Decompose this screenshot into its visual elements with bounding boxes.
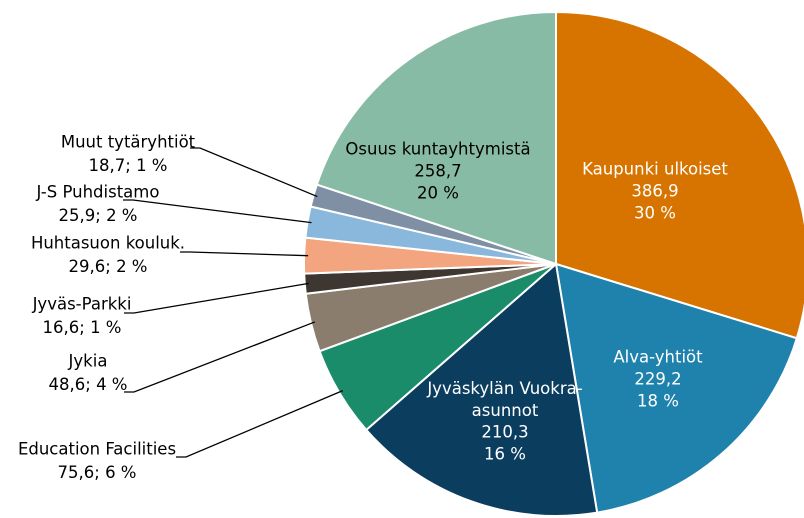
leader-line: [124, 321, 316, 393]
percent: 6 %: [105, 463, 136, 482]
value: 48,6: [49, 375, 86, 394]
separator: ;: [85, 375, 96, 394]
slice-label: Huhtasuon kouluk.: [31, 234, 185, 253]
separator: ;: [95, 206, 106, 225]
separator: ;: [125, 156, 136, 175]
pie-slice: [315, 10, 557, 266]
separator: ;: [105, 257, 116, 276]
label-line: asunnot: [472, 401, 539, 420]
slice-label: Education Facilities: [18, 440, 176, 459]
label-line: Jyväskylän Vuokra-: [426, 379, 582, 398]
value-label: 18,7; 1 %: [89, 156, 168, 175]
slice-label: Kaupunki ulkoiset: [582, 160, 728, 179]
value: 29,6: [69, 257, 106, 276]
value-label: 16,6; 1 %: [43, 318, 122, 337]
percent: 1 %: [136, 156, 167, 175]
slice-label: Muut tytäryhtiöt: [61, 133, 196, 152]
value-label: 48,6; 4 %: [49, 375, 128, 394]
value-label: 386,9: [631, 182, 678, 201]
slice-label: Alva-yhtiöt: [613, 348, 703, 367]
value-label: 29,6; 2 %: [69, 257, 148, 276]
value-label: 210,3: [481, 423, 528, 442]
value: 75,6: [58, 463, 95, 482]
pie-slice: [555, 10, 804, 340]
value: 25,9: [59, 206, 96, 225]
percent: 1 %: [90, 318, 121, 337]
percent: 4 %: [96, 375, 127, 394]
leader-line: [190, 147, 318, 198]
slice-label: Jyväs-Parkki: [32, 295, 132, 314]
percent-label: 16 %: [484, 445, 526, 464]
pie-slice: [364, 262, 599, 517]
slice-label: Jyväskylän Vuokra-asunnot: [426, 379, 582, 420]
percent-label: 18 %: [637, 392, 679, 411]
value-label: 25,9; 2 %: [59, 206, 138, 225]
separator: ;: [94, 463, 105, 482]
value: 16,6: [43, 318, 80, 337]
percent: 2 %: [106, 206, 137, 225]
value: 18,7: [89, 156, 126, 175]
pie-slice: [554, 262, 799, 514]
leader-line: [180, 251, 309, 257]
percent-label: 30 %: [634, 204, 676, 223]
slice-label: J-S Puhdistamo: [36, 183, 160, 202]
leader-line: [123, 199, 312, 224]
leader-line: [124, 282, 309, 314]
value-label: 258,7: [414, 162, 461, 181]
separator: ;: [79, 318, 90, 337]
slice-label: Osuus kuntayhtymistä: [345, 140, 530, 159]
leader-line: [176, 390, 344, 458]
slice-label: Jykia: [68, 352, 108, 371]
value-label: 229,2: [634, 370, 681, 389]
percent-label: 20 %: [417, 184, 459, 203]
value-label: 75,6; 6 %: [58, 463, 137, 482]
percent: 2 %: [116, 257, 147, 276]
